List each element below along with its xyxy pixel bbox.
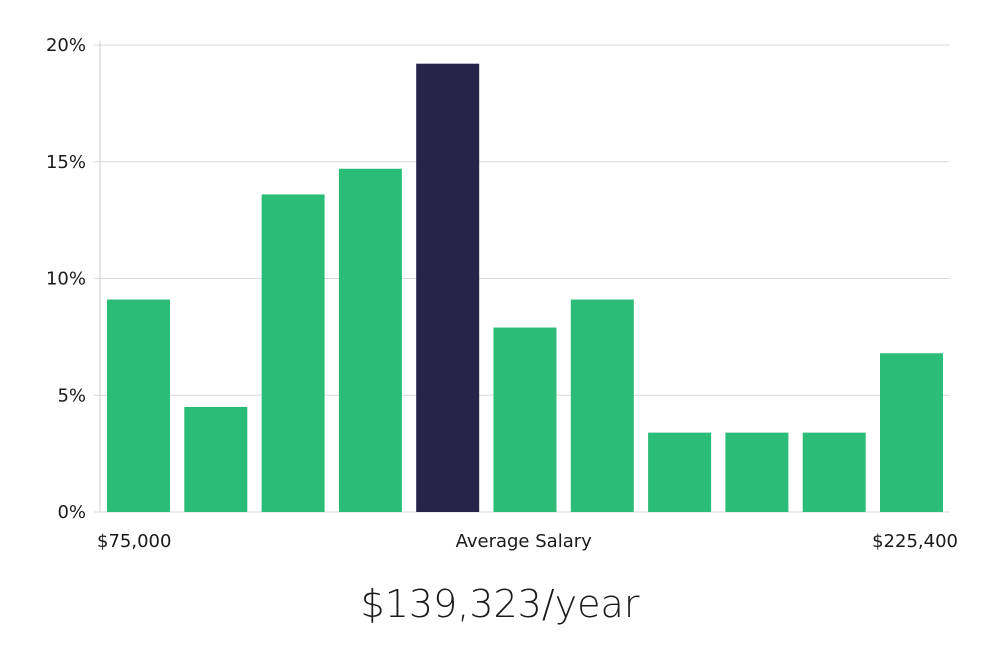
bar-average-salary <box>416 63 480 513</box>
bar <box>648 432 712 512</box>
bar <box>493 327 557 512</box>
bar <box>261 194 325 512</box>
bar <box>570 299 634 512</box>
bars <box>107 63 943 513</box>
x-axis-title: Average Salary <box>456 531 593 552</box>
bar <box>725 432 789 512</box>
bar <box>107 299 170 512</box>
y-tick-label: 5% <box>57 385 86 406</box>
average-salary-summary: $139,323/year <box>360 582 640 626</box>
y-tick-label: 15% <box>46 152 86 173</box>
x-min-label: $75,000 <box>97 531 171 552</box>
x-max-label: $225,400 <box>872 531 958 552</box>
y-tick-label: 10% <box>46 269 86 290</box>
y-tick-label: 20% <box>46 35 86 56</box>
y-tick-labels: 0% 5% 10% 15% 20% <box>46 35 86 523</box>
bar <box>338 168 402 512</box>
bar <box>184 406 248 512</box>
y-tick-label: 0% <box>57 502 86 523</box>
bar <box>880 353 943 512</box>
bar <box>802 432 866 512</box>
x-axis-labels: $75,000 Average Salary $225,400 <box>97 531 958 552</box>
